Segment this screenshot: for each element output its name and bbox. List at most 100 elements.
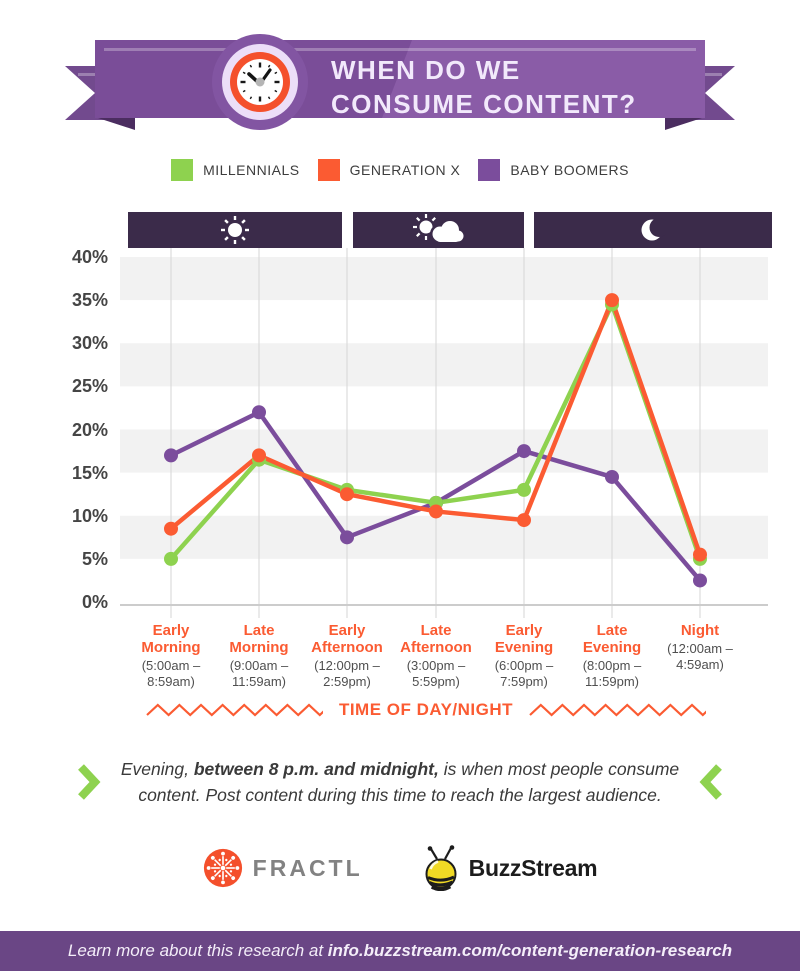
ribbon-banner-light [382,40,705,118]
clock-icon [212,34,308,130]
y-tick-label: 25% [71,376,108,397]
data-point-generation-x [693,547,707,562]
squiggle-left [146,703,323,717]
callout: Evening, between 8 p.m. and midnight, is… [75,756,725,808]
y-axis-labels: 40% 35% 30% 25% 20% 15% 10% 5% 0% [30,247,108,620]
x-category-time: (12:00am – 4:59am) [667,641,733,672]
legend-item-millennials: MILLENNIALS [171,159,300,181]
y-tick-label: 0% [81,592,108,612]
sun-icon [221,216,249,244]
y-tick-label: 40% [71,247,108,267]
legend-label: BABY BOOMERS [510,162,629,178]
x-category-time: (9:00am – 11:59am) [229,658,289,689]
buzzstream-bee-icon [425,845,457,891]
data-point-baby-boomers [517,444,531,459]
chart-stripe [120,515,768,559]
y-tick-label: 15% [71,462,108,483]
legend-item-generation-x: GENERATION X [317,159,461,181]
legend-swatch [317,159,340,181]
data-point-generation-x [429,504,443,519]
legend-label: MILLENNIALS [203,162,300,178]
clock-tick [267,64,271,68]
x-axis-title-row: TIME OF DAY/NIGHT [146,700,706,720]
footer-text: Learn more about this research at [67,941,328,960]
chevron-right-icon [78,764,101,800]
data-point-baby-boomers [340,530,354,545]
x-category-name: Late Evening [582,622,642,656]
x-category-label: Early Morning (5:00am – 8:59am) [125,622,217,690]
x-axis-labels: Early Morning (5:00am – 8:59am) Late Morni… [120,622,768,700]
buzzstream-logo: BuzzStream [421,845,598,891]
clock-center [255,77,265,87]
moon-icon [641,218,666,241]
chart-stripe [120,343,768,387]
data-point-generation-x [252,448,266,463]
x-axis-title: TIME OF DAY/NIGHT [338,700,514,719]
footer-url: info.buzzstream.com/content-generation-r… [327,941,733,960]
legend-item-baby-boomers: BABY BOOMERS [478,159,629,181]
data-point-generation-x [605,293,619,308]
y-tick-label: 35% [71,290,108,311]
page-title: WHEN DO WE CONSUME CONTENT? [331,53,637,121]
clock-tick [267,96,271,100]
clock-tick [249,96,253,100]
x-category-label: Early Evening (6:00pm – 7:59pm) [478,622,570,690]
squiggle-right [529,703,706,717]
x-category-label: Late Evening (8:00pm – 11:59pm) [566,622,658,690]
y-tick-label: 20% [71,419,108,440]
callout-pre: Evening, [120,759,194,779]
data-point-generation-x [340,487,354,502]
x-category-name: Early Morning [141,622,201,656]
data-point-generation-x [164,521,178,536]
fractl-logo: FRACTL [203,848,363,888]
chevron-left-icon [699,764,722,800]
x-category-name: Late Morning [229,622,289,656]
clock-tick [274,71,278,75]
time-of-day-band [128,212,772,248]
y-tick-label: 30% [71,333,108,354]
data-point-baby-boomers [164,448,178,463]
x-category-name: Early Afternoon [311,622,383,656]
band-segment-night [534,212,772,248]
header-ribbon [65,34,735,130]
clock-tick [274,89,278,93]
zigzag-line [529,703,706,717]
chart-stripe [120,257,768,301]
x-category-time: (8:00pm – 11:59pm) [582,658,642,689]
legend: MILLENNIALS GENERATION X BABY BOOMERS [0,158,800,182]
page-title-line1: WHEN DO WE [331,55,521,85]
data-point-baby-boomers [693,573,707,588]
x-category-name: Late Afternoon [400,622,472,656]
buzzstream-wordmark: BuzzStream [468,854,598,881]
x-category-time: (5:00am – 8:59am) [141,658,201,689]
fractl-icon [203,848,242,888]
clock-ticks [240,62,280,102]
y-tick-label: 10% [71,505,108,526]
y-tick-label: 5% [81,548,108,569]
sun-cloud-icon [413,214,466,244]
legend-swatch [478,159,501,181]
x-category-time: (3:00pm – 5:59pm) [406,658,466,689]
x-category-label: Early Afternoon (12:00pm – 2:59pm) [301,622,393,690]
page-title-line2: CONSUME CONTENT? [331,89,637,119]
x-category-name: Early Evening [494,622,554,656]
data-point-baby-boomers [252,405,266,420]
band-segment-afternoon [352,212,524,248]
data-point-millennials [517,482,531,497]
data-point-baby-boomers [605,469,619,484]
callout-bold: between 8 p.m. and midnight, [193,759,439,779]
x-category-time: (6:00pm – 7:59pm) [494,658,554,689]
ribbon-fold-left [98,118,135,130]
band-segment-morning [128,212,342,248]
x-category-name: Night [680,622,720,639]
ribbon-banner-highlight [104,48,696,51]
clock-tick [242,89,246,93]
fractl-wordmark: FRACTL [252,854,363,881]
data-point-generation-x [517,513,531,528]
x-category-time: (12:00pm – 2:59pm) [314,658,380,689]
logos-row: FRACTL BuzzStream [0,840,800,896]
clock-tick [249,64,253,68]
line-chart [120,248,768,618]
data-point-millennials [164,551,178,566]
callout-post: is when most people consume content. Pos… [138,759,680,805]
